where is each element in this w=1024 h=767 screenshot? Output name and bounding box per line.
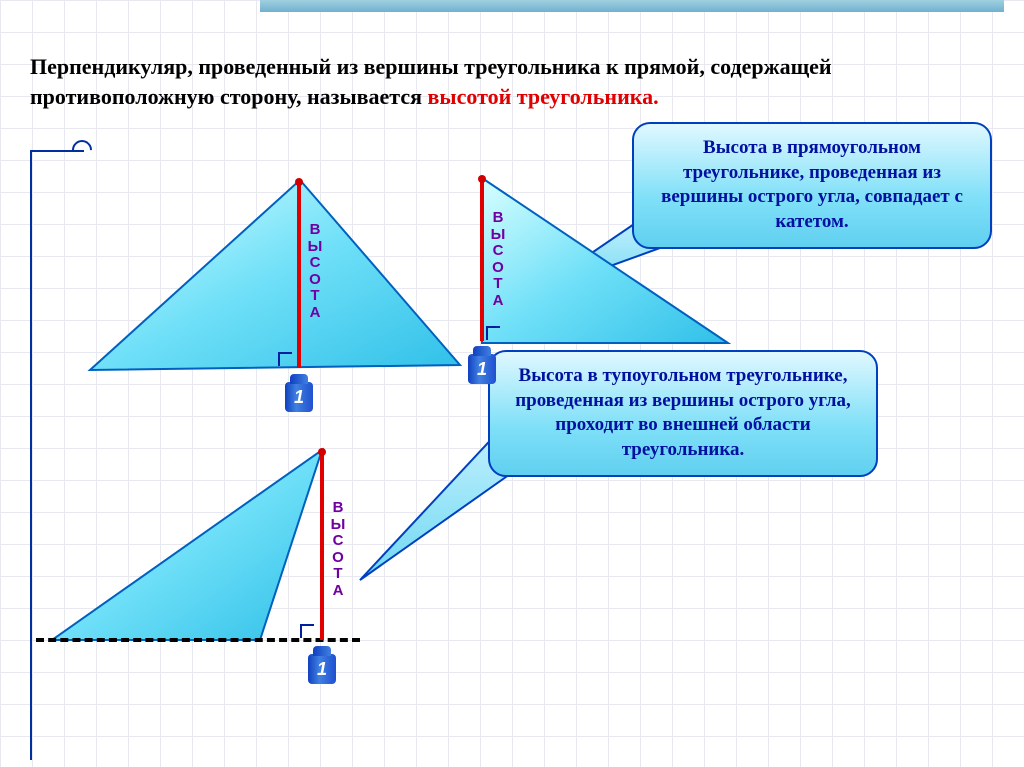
- altitude-label-1: ВЫСОТА: [307, 222, 323, 321]
- right-angle-2: [486, 326, 500, 340]
- vertex-3: [318, 448, 326, 456]
- altitude-1: [297, 182, 301, 368]
- right-angle-1: [278, 352, 292, 366]
- definition-highlight: высотой треугольника.: [428, 84, 659, 109]
- top-stripe: [260, 0, 1004, 12]
- callout-obtuse-triangle: Высота в тупоугольном треугольнике, пров…: [488, 350, 878, 477]
- extended-base: [36, 638, 360, 642]
- axis-vertical: [30, 150, 32, 760]
- vertex-2: [478, 175, 486, 183]
- triangle-obtuse: [42, 440, 422, 680]
- definition-text: Перпендикуляр, проведенный из вершины тр…: [30, 52, 990, 111]
- altitude-label-2: ВЫСОТА: [490, 210, 506, 309]
- right-angle-3: [300, 624, 314, 638]
- altitude-2: [480, 178, 484, 341]
- altitude-label-3: ВЫСОТА: [330, 500, 346, 599]
- weight-2: 1: [468, 354, 496, 384]
- weight-3: 1: [308, 654, 336, 684]
- vertex-1: [295, 178, 303, 186]
- callout2-text: Высота в тупоугольном треугольнике, пров…: [515, 365, 851, 460]
- triangle-acute: [40, 170, 460, 400]
- altitude-3: [320, 452, 324, 640]
- weight-1: 1: [285, 382, 313, 412]
- triangle-right: [468, 168, 738, 368]
